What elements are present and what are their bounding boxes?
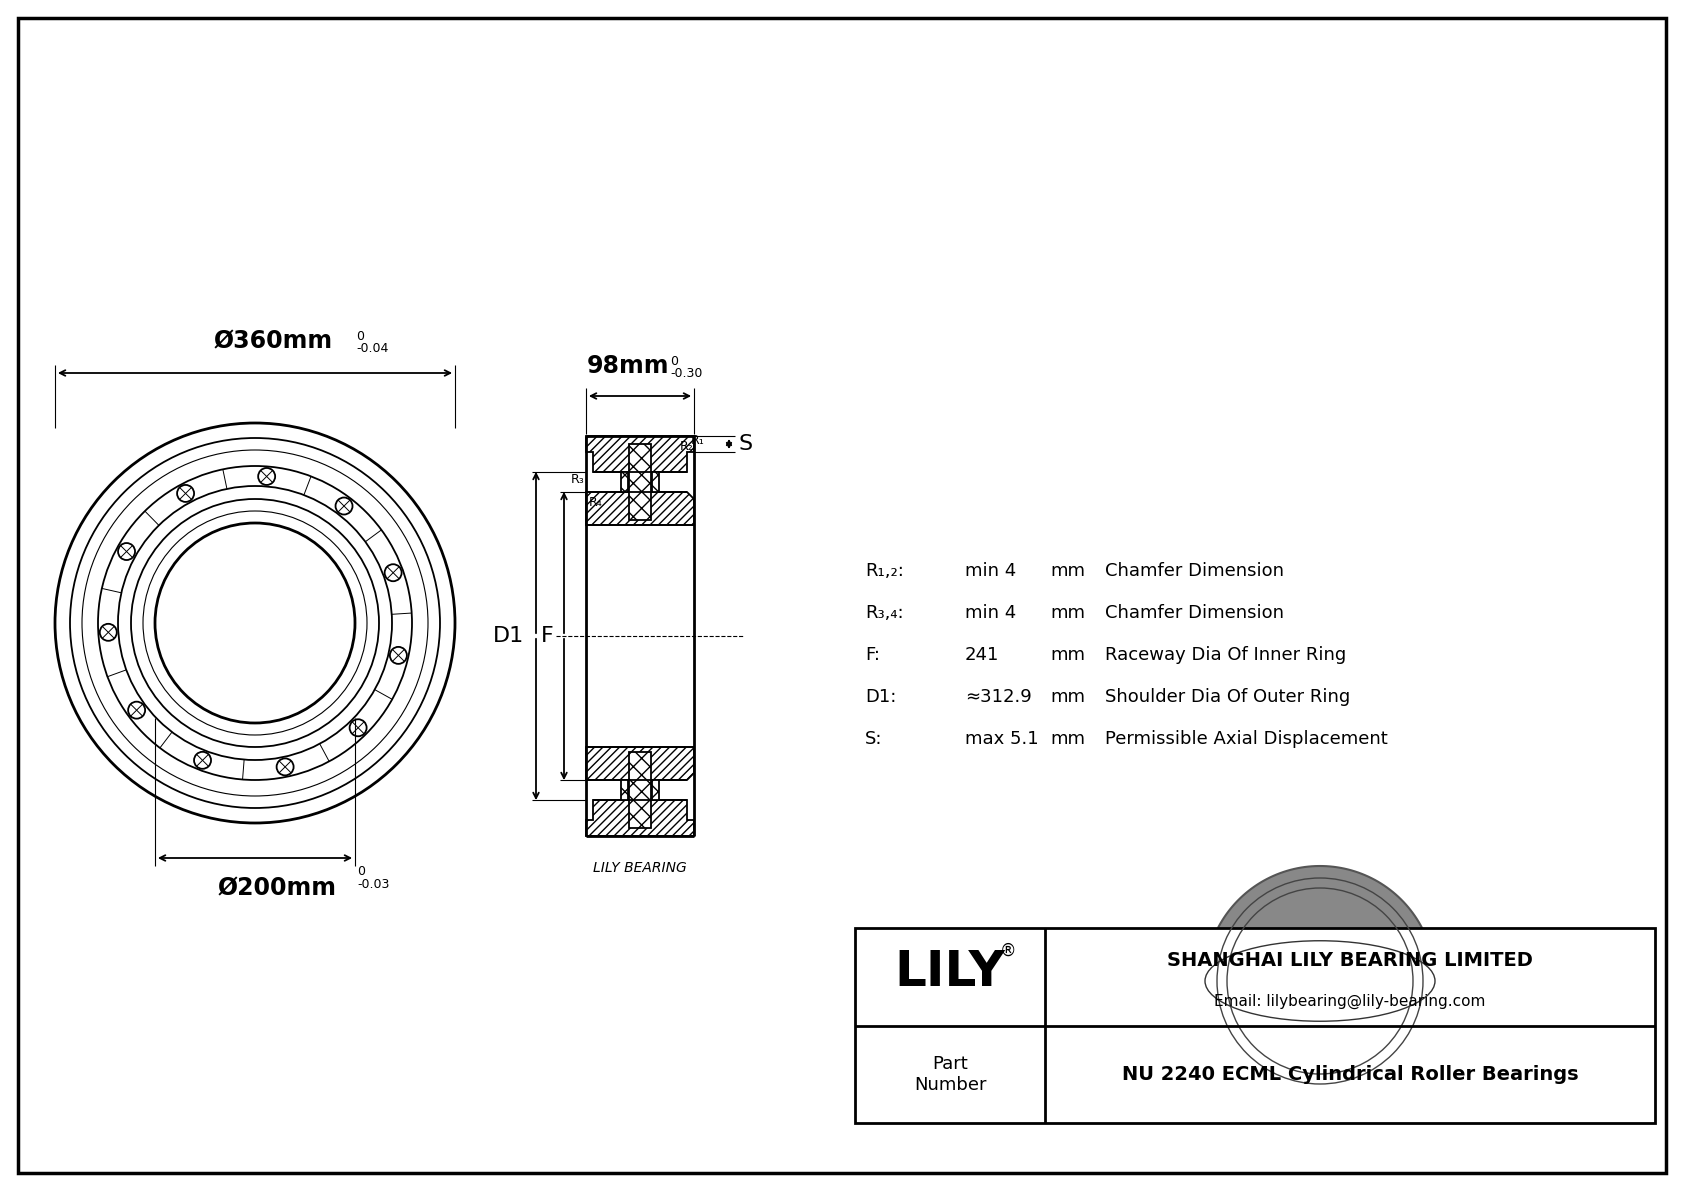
Text: 241: 241 xyxy=(965,646,999,665)
Text: Email: lilybearing@lily-bearing.com: Email: lilybearing@lily-bearing.com xyxy=(1214,993,1485,1009)
Text: min 4: min 4 xyxy=(965,562,1015,580)
Polygon shape xyxy=(586,436,694,472)
Text: min 4: min 4 xyxy=(965,604,1015,622)
Text: LILY BEARING: LILY BEARING xyxy=(593,861,687,875)
Polygon shape xyxy=(1206,866,1435,1096)
Polygon shape xyxy=(630,444,652,520)
Polygon shape xyxy=(652,472,658,492)
Text: Raceway Dia Of Inner Ring: Raceway Dia Of Inner Ring xyxy=(1105,646,1346,665)
Text: D1:: D1: xyxy=(866,688,896,706)
Text: Chamfer Dimension: Chamfer Dimension xyxy=(1105,604,1283,622)
Polygon shape xyxy=(621,472,628,492)
Text: R₁,₂:: R₁,₂: xyxy=(866,562,904,580)
Text: 0: 0 xyxy=(355,330,364,343)
Text: R₃: R₃ xyxy=(571,473,584,486)
Text: NU 2240 ECML Cylindrical Roller Bearings: NU 2240 ECML Cylindrical Roller Bearings xyxy=(1122,1065,1578,1084)
Text: Permissible Axial Displacement: Permissible Axial Displacement xyxy=(1105,730,1388,748)
Text: Part
Number: Part Number xyxy=(914,1055,987,1093)
Text: 0: 0 xyxy=(357,865,365,878)
Text: S: S xyxy=(739,434,753,454)
Polygon shape xyxy=(630,752,652,828)
Text: R₂: R₂ xyxy=(680,439,694,453)
Text: -0.03: -0.03 xyxy=(357,878,389,891)
Text: mm: mm xyxy=(1051,688,1084,706)
Text: mm: mm xyxy=(1051,730,1084,748)
Text: -0.04: -0.04 xyxy=(355,342,389,355)
Text: D1: D1 xyxy=(493,626,524,646)
Text: 98mm: 98mm xyxy=(586,354,669,378)
Polygon shape xyxy=(586,800,694,836)
Polygon shape xyxy=(586,492,694,525)
Polygon shape xyxy=(621,780,628,800)
Polygon shape xyxy=(652,780,658,800)
Text: R₄: R₄ xyxy=(589,495,603,509)
Text: -0.30: -0.30 xyxy=(670,367,702,380)
Text: Shoulder Dia Of Outer Ring: Shoulder Dia Of Outer Ring xyxy=(1105,688,1351,706)
Polygon shape xyxy=(586,747,694,780)
Text: Ø200mm: Ø200mm xyxy=(217,877,337,900)
Text: S:: S: xyxy=(866,730,882,748)
Text: mm: mm xyxy=(1051,646,1084,665)
Text: F: F xyxy=(541,626,554,646)
Text: mm: mm xyxy=(1051,604,1084,622)
Text: R₃,₄:: R₃,₄: xyxy=(866,604,904,622)
Text: ®: ® xyxy=(1000,942,1015,960)
Text: Ø360mm: Ø360mm xyxy=(214,329,332,353)
Text: 0: 0 xyxy=(670,355,679,368)
Text: LILY: LILY xyxy=(894,948,1005,996)
Text: R₁: R₁ xyxy=(690,434,704,447)
Text: max 5.1: max 5.1 xyxy=(965,730,1039,748)
FancyBboxPatch shape xyxy=(855,928,1655,1123)
Text: SHANGHAI LILY BEARING LIMITED: SHANGHAI LILY BEARING LIMITED xyxy=(1167,950,1532,969)
Circle shape xyxy=(1280,941,1361,1021)
Text: mm: mm xyxy=(1051,562,1084,580)
Text: Chamfer Dimension: Chamfer Dimension xyxy=(1105,562,1283,580)
Text: ≈312.9: ≈312.9 xyxy=(965,688,1032,706)
Text: F:: F: xyxy=(866,646,881,665)
